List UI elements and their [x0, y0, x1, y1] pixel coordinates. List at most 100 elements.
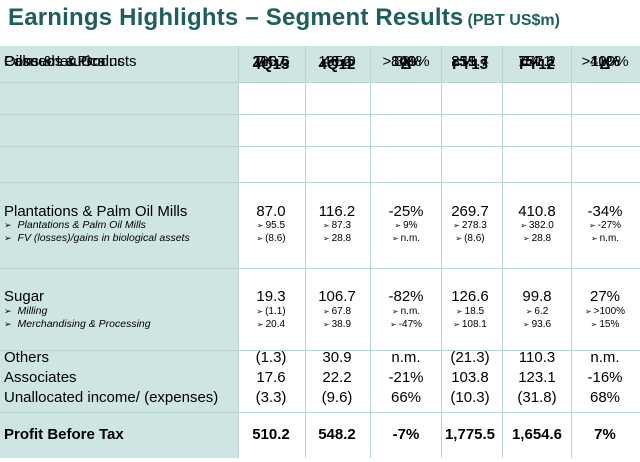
sub-row-value-text: 28.8 — [331, 233, 352, 244]
sub-row-value: ➢ 382.0 — [504, 220, 570, 231]
sub-row-value: ➢ -47% — [373, 319, 439, 330]
sub-row-value-text: 67.8 — [331, 306, 352, 317]
row-value: 68% — [589, 389, 621, 406]
bullet-arrow-icon: ➢ — [322, 320, 330, 329]
row-value: >100% — [382, 53, 430, 70]
bullet-arrow-icon: ➢ — [522, 320, 530, 329]
sub-row-label-text: FV (losses)/gains in biological assets — [17, 232, 190, 244]
bullet-arrow-icon: ➢ — [525, 307, 533, 316]
sub-row-value-text: 93.6 — [531, 319, 552, 330]
sub-row-value: ➢ 20.4 — [238, 319, 304, 330]
sub-row-value-text: 20.4 — [265, 319, 286, 330]
row-value: -16% — [587, 369, 623, 386]
row-value: 123.1 — [518, 369, 556, 386]
row-value: 157.2 — [518, 53, 556, 70]
row-value: 855.7 — [451, 53, 489, 70]
bullet-arrow-icon: ➢ — [322, 221, 330, 230]
bullet-arrow-icon: ➢ — [588, 221, 596, 230]
row-value: 269.7 — [451, 203, 489, 220]
row-value: 410.8 — [518, 203, 556, 220]
row-value: 3% — [395, 53, 417, 70]
row-divider — [0, 82, 640, 83]
row-label: Plantations & Palm Oil Mills — [4, 203, 188, 220]
row-value: 66% — [390, 389, 422, 406]
sub-row-value: ➢ 15% — [572, 319, 638, 330]
row-value: (9.6) — [321, 389, 353, 406]
row-value: 40% — [589, 53, 621, 70]
row-value: 231.7 — [451, 53, 489, 70]
row-value: 30.9 — [322, 349, 352, 366]
bullet-arrow-icon: ➢ — [4, 306, 12, 316]
row-value: 219.4 — [451, 53, 489, 70]
sub-row-value-text: n.m. — [599, 233, 620, 244]
row-divider — [0, 350, 640, 351]
sub-row-value-text: n.m. — [400, 306, 421, 317]
column-header: 4Q13 — [252, 55, 290, 73]
row-value: 11% — [590, 53, 620, 70]
bullet-arrow-icon: ➢ — [391, 234, 399, 243]
row-value: 195.0 — [318, 53, 356, 70]
sub-row-label: ➢ FV (losses)/gains in biological assets — [4, 232, 190, 244]
sub-row-value: ➢ (8.6) — [238, 233, 304, 244]
sub-row-value-text: 38.9 — [331, 319, 352, 330]
sub-row-value-text: 278.3 — [461, 220, 487, 231]
bullet-arrow-icon: ➢ — [322, 307, 330, 316]
sub-row-value-text: 6.2 — [534, 306, 549, 317]
bullet-arrow-icon: ➢ — [4, 319, 12, 329]
row-divider — [0, 182, 640, 183]
sub-row-value-text: >100% — [593, 306, 626, 317]
sub-row-value: ➢ 9% — [373, 220, 439, 231]
row-value: -7% — [392, 426, 420, 443]
sub-row-value-text: -27% — [597, 220, 622, 231]
sub-row-label: ➢ Milling — [4, 305, 47, 317]
sub-row-label: ➢ Plantations & Palm Oil Mills — [4, 219, 146, 231]
row-value: 106.7 — [318, 288, 356, 305]
row-value: 110.3 — [518, 349, 556, 366]
row-label: Oilseeds & Grains — [4, 53, 125, 70]
row-value: 40.6 — [322, 53, 352, 70]
bullet-arrow-icon: ➢ — [584, 307, 592, 316]
row-value: >100% — [581, 53, 629, 70]
row-value: 1,654.6 — [511, 426, 563, 443]
row-value: -21% — [388, 369, 424, 386]
row-value: 19.3 — [256, 288, 286, 305]
row-label: Associates — [4, 369, 77, 386]
row-value: n.m. — [391, 349, 421, 366]
sub-row-value-text: (1.1) — [265, 306, 286, 317]
row-value: 1,775.5 — [444, 426, 496, 443]
row-label: Unallocated income/ (expenses) — [4, 389, 219, 406]
sub-row-value-text: 15% — [599, 319, 620, 330]
bullet-arrow-icon: ➢ — [389, 320, 397, 329]
row-value: 74.7 — [256, 53, 286, 70]
column-divider — [502, 46, 503, 458]
bullet-arrow-icon: ➢ — [453, 320, 460, 329]
bullet-arrow-icon: ➢ — [256, 320, 264, 329]
bullet-arrow-icon: ➢ — [322, 234, 330, 243]
sub-row-label-text: Plantations & Palm Oil Mills — [17, 219, 146, 231]
row-value: (1.3) — [255, 349, 287, 366]
bullet-arrow-icon: ➢ — [256, 221, 264, 230]
bullet-arrow-icon: ➢ — [455, 307, 463, 316]
sub-row-value-text: 18.5 — [464, 306, 485, 317]
bullet-arrow-icon: ➢ — [256, 307, 264, 316]
row-value: 27% — [589, 288, 621, 305]
sub-row-value-text: 28.8 — [531, 233, 552, 244]
sub-row-value: ➢ 108.1 — [437, 319, 503, 330]
sub-row-value-text: -47% — [398, 319, 423, 330]
row-label: Consumer Products — [4, 53, 137, 70]
row-divider — [0, 146, 640, 147]
column-header: FY13 — [452, 55, 488, 73]
column-divider — [441, 46, 442, 458]
column-divider — [238, 46, 239, 458]
row-value: -82% — [388, 288, 424, 305]
title-main: Earnings Highlights – Segment Results — [8, 4, 464, 31]
sub-row-value: ➢ 18.5 — [437, 306, 503, 317]
row-value: 17.6 — [256, 369, 286, 386]
sub-row-value: ➢ -27% — [572, 220, 638, 231]
bullet-arrow-icon: ➢ — [590, 320, 598, 329]
sub-row-value-text: 95.5 — [265, 220, 286, 231]
sub-row-value-text: (8.6) — [464, 233, 485, 244]
segment-results-table: 4Q13 4Q12 Δ FY13 FY12 Δ Palm & Laurics 200.6 195… — [0, 46, 640, 458]
sub-row-value: ➢ 38.9 — [304, 319, 370, 330]
sub-row-value: ➢ n.m. — [572, 233, 638, 244]
